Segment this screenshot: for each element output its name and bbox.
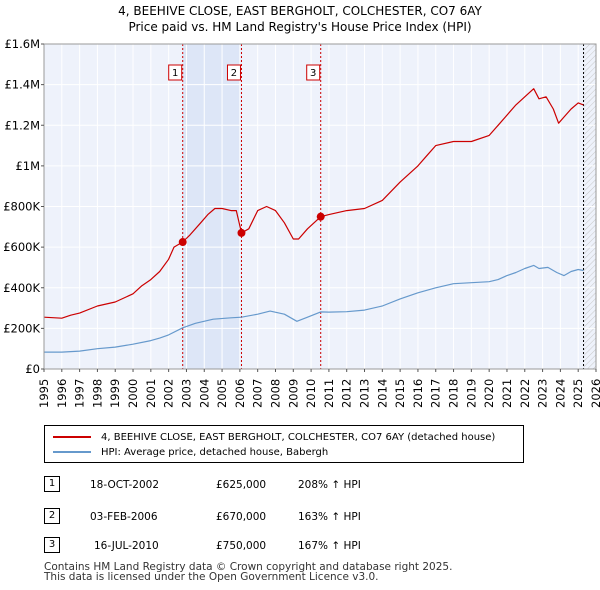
x-tick-label: 2001: [144, 379, 158, 408]
x-tick-label: 2004: [197, 379, 211, 408]
y-tick-label: £800K: [3, 200, 40, 214]
chart-title: 4, BEEHIVE CLOSE, EAST BERGHOLT, COLCHES…: [118, 4, 482, 18]
x-tick-label: 2008: [268, 379, 282, 408]
legend-line-hpi: [53, 451, 91, 453]
x-tick-label: 2006: [233, 379, 247, 408]
x-tick-label: 2021: [500, 379, 514, 408]
sale-label-box: [306, 64, 321, 81]
sale-price: £625,000: [216, 479, 267, 491]
y-tick-label: £400K: [3, 281, 40, 295]
x-tick-label: 2010: [304, 379, 318, 408]
legend: 4, BEEHIVE CLOSE, EAST BERGHOLT, COLCHES…: [44, 425, 524, 463]
chart-subtitle: Price paid vs. HM Land Registry's House …: [128, 20, 472, 34]
x-tick-label: 1995: [37, 379, 51, 408]
y-tick-label: £1.6M: [4, 37, 40, 51]
sale-hpi-change: 208% ↑ HPI: [298, 479, 361, 491]
x-tick-label: 1999: [108, 379, 122, 408]
sale-label: 2: [231, 68, 237, 79]
sale-label-box: [226, 64, 241, 81]
x-tick-label: 2015: [393, 379, 407, 408]
x-tick-label: 2018: [447, 379, 461, 408]
footer-licence: This data is licensed under the Open Gov…: [44, 571, 379, 583]
x-tick-label: 1997: [73, 379, 87, 408]
sale-hpi-change: 167% ↑ HPI: [298, 540, 361, 552]
legend-line-property: [53, 436, 91, 438]
y-tick-label: £1.2M: [4, 118, 40, 132]
x-tick-label: 1998: [90, 379, 104, 408]
sale-number: 3: [44, 537, 60, 553]
legend-item-property: 4, BEEHIVE CLOSE, EAST BERGHOLT, COLCHES…: [53, 430, 495, 444]
x-tick-label: 2024: [553, 379, 567, 408]
sale-date: 18-OCT-2002: [90, 479, 159, 491]
sale-price: £670,000: [216, 511, 267, 523]
sale-label-box: [168, 64, 183, 81]
legend-item-hpi: HPI: Average price, detached house, Babe…: [53, 445, 328, 459]
x-tick-label: 2002: [162, 379, 176, 408]
sale-hpi-change: 163% ↑ HPI: [298, 511, 361, 523]
sale-point: [237, 228, 246, 237]
y-tick-label: £1.4M: [4, 78, 40, 92]
y-tick-label: £200K: [3, 321, 40, 335]
x-tick-label: 1996: [55, 379, 69, 408]
x-tick-label: 2023: [536, 379, 550, 408]
legend-label-hpi: HPI: Average price, detached house, Babe…: [101, 446, 329, 458]
x-tick-label: 2012: [340, 379, 354, 408]
sale-date: 03-FEB-2006: [90, 511, 158, 523]
x-tick-label: 2009: [286, 379, 300, 408]
x-tick-label: 2017: [429, 379, 443, 408]
x-tick-label: 2005: [215, 379, 229, 408]
sale-date: 16-JUL-2010: [94, 540, 159, 552]
x-tick-label: 2013: [358, 379, 372, 408]
x-tick-label: 2011: [322, 379, 336, 408]
legend-label-property: 4, BEEHIVE CLOSE, EAST BERGHOLT, COLCHES…: [101, 431, 496, 443]
price-chart: 1 2 3 £0 £200K £400K £600K £800K £1M £1.2M £1.4M £1…: [3, 37, 600, 408]
x-tick-label: 2007: [251, 379, 265, 408]
y-tick-label: £0: [25, 362, 40, 376]
sale-row: 2 03-FEB-2006 £670,000 163% ↑ HPI: [44, 508, 564, 528]
x-tick-label: 2019: [464, 379, 478, 408]
sale-point: [316, 212, 325, 221]
sale-point: [178, 238, 187, 247]
footer-copyright: Contains HM Land Registry data © Crown c…: [44, 561, 453, 573]
sale-number: 2: [44, 508, 60, 524]
sale-row: 1 18-OCT-2002 £625,000 208% ↑ HPI: [44, 476, 564, 496]
x-tick-label: 2014: [375, 379, 389, 408]
property-price-line: [43, 88, 584, 319]
x-tick-label: 2025: [571, 379, 585, 408]
x-tick-label: 2000: [126, 379, 140, 408]
y-tick-label: £600K: [3, 240, 40, 254]
y-tick-label: £1M: [15, 159, 40, 173]
sale-label: 1: [172, 68, 178, 79]
sale-row: 3 16-JUL-2010 £750,000 167% ↑ HPI: [44, 537, 564, 557]
hpi-line: [44, 264, 584, 353]
sale-number: 1: [44, 476, 60, 492]
footer: Contains HM Land Registry data © Crown c…: [44, 561, 453, 583]
sale-price: £750,000: [216, 540, 267, 552]
x-tick-label: 2003: [179, 379, 193, 408]
x-tick-label: 2016: [411, 379, 425, 408]
x-tick-label: 2020: [482, 379, 496, 408]
x-tick-label: 2026: [589, 379, 600, 408]
sale-label: 3: [310, 68, 316, 79]
x-tick-label: 2022: [518, 379, 532, 408]
